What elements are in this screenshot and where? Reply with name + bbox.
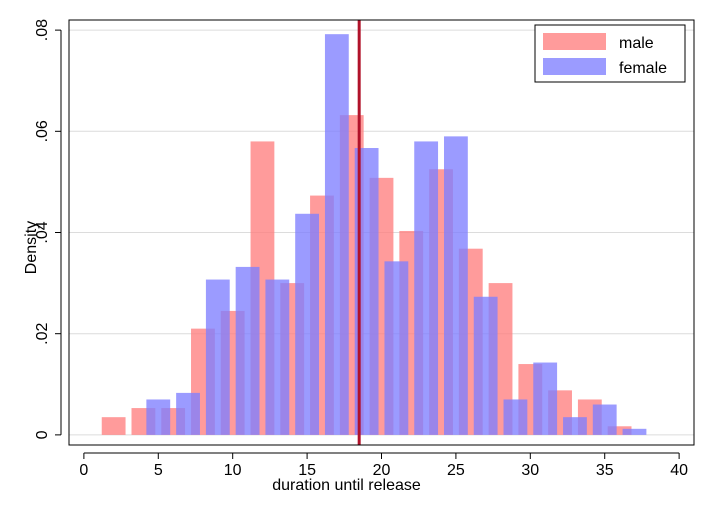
plot-frame — [68, 19, 695, 446]
x-tick-label: 0 — [79, 462, 88, 479]
female-bar — [324, 34, 349, 435]
female-bar — [563, 417, 587, 435]
male-bar — [607, 426, 632, 435]
female-bar — [176, 392, 200, 435]
y-tick-label: 0 — [34, 430, 51, 439]
female-bar — [533, 362, 558, 435]
male-bar — [101, 417, 126, 435]
y-tick-label: .08 — [34, 19, 51, 41]
x-tick-label: 35 — [596, 462, 614, 479]
x-axis-title: duration until release — [272, 477, 421, 494]
y-tick-label: .04 — [34, 221, 51, 243]
x-tick-label: 10 — [224, 462, 242, 479]
x-tick-label: 15 — [298, 462, 316, 479]
female-bar — [592, 404, 617, 435]
female-bar — [414, 141, 439, 435]
legend-swatch-male — [543, 33, 606, 50]
x-tick-label: 40 — [670, 462, 688, 479]
female-bar — [295, 213, 319, 435]
female-bar — [205, 279, 230, 435]
legend-swatch-female — [543, 58, 606, 75]
female-bar — [503, 399, 528, 435]
female-bar — [473, 296, 498, 435]
axes: 0 5 10 15 20 25 30 35 40 0 .02 .04 .06 .08 — [34, 19, 688, 479]
x-tick-label: 5 — [154, 462, 163, 479]
female-bar — [265, 279, 290, 435]
x-tick-label: 20 — [373, 462, 391, 479]
legend-label-female: female — [619, 60, 667, 77]
legend: male female — [534, 24, 686, 83]
female-bar — [146, 399, 171, 435]
legend-label-male: male — [619, 35, 654, 52]
female-bar — [622, 428, 647, 435]
y-axis-title: Density — [23, 221, 40, 274]
x-tick-label: 25 — [447, 462, 465, 479]
female-bar — [235, 266, 260, 435]
female-bar — [384, 261, 409, 435]
y-tick-label: .06 — [34, 120, 51, 142]
female-bar — [444, 136, 468, 435]
y-tick-label: .02 — [34, 322, 51, 344]
x-tick-label: 30 — [521, 462, 539, 479]
